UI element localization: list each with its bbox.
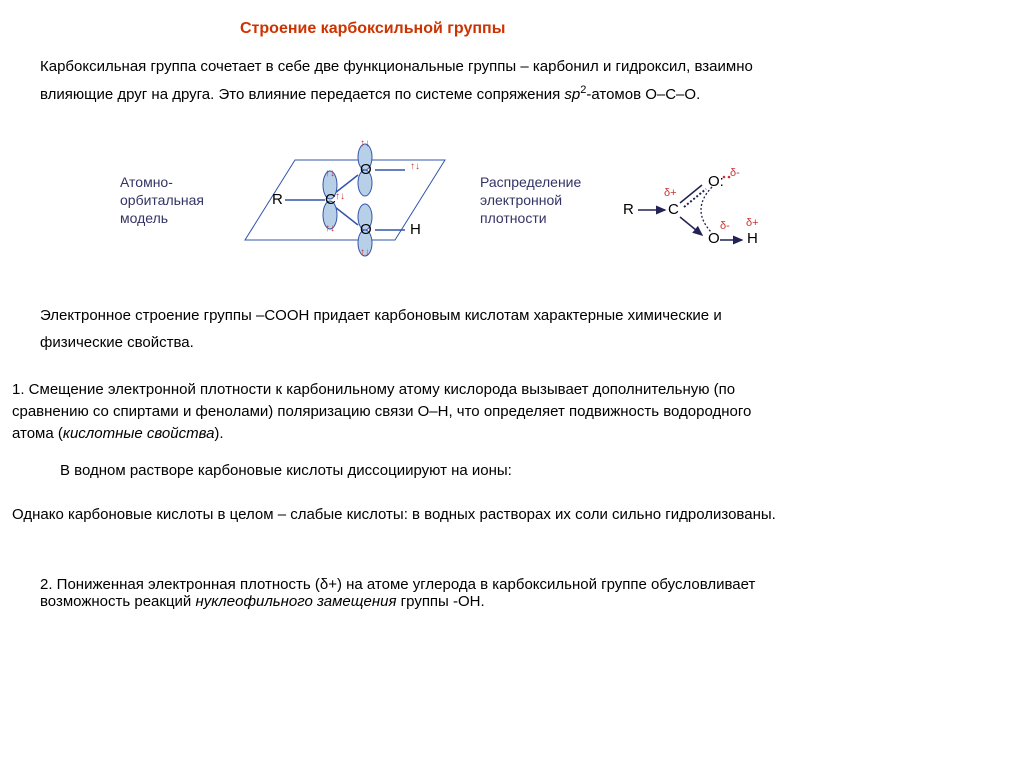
intro-line2: влияющие друг на друга. Это влияние пере…	[40, 83, 1014, 105]
point1-l2: сравнению со спиртами и фенолами) поляри…	[12, 401, 1014, 423]
orbital-diagram: R C O O H ↑↓ ↑↓ ↑↓ ↑↓ ↑↓ ↑↓	[240, 125, 450, 275]
bond-co2	[335, 207, 358, 225]
point1-l3: атома (кислотные свойства).	[12, 423, 1014, 445]
intro-text-a: влияющие друг на друга. Это влияние пере…	[40, 86, 564, 103]
spin-4: ↑↓	[335, 191, 345, 202]
d-o1: O:	[708, 173, 724, 190]
atom-o1: O	[360, 161, 372, 178]
page-title: Строение карбоксильной группы	[240, 20, 1014, 38]
point2-l2a: возможность реакций	[40, 593, 195, 610]
density-label-l3: плотности	[480, 209, 600, 227]
intro-line1: Карбоксильная группа сочетает в себе две…	[40, 56, 1014, 77]
point1-l1: 1. Смещение электронной плотности к карб…	[12, 379, 1014, 401]
diagram-row: Атомно- орбитальная модель R C O O H ↑↓ …	[10, 125, 1014, 275]
density-label-l2: электронной	[480, 191, 600, 209]
weak-text: Однако карбоновые кислоты в целом – слаб…	[12, 504, 1014, 526]
point2-l2c: группы -OH.	[397, 593, 485, 610]
para2-l1: Электронное строение группы –COOH придае…	[40, 305, 1014, 326]
orbital-label: Атомно- орбитальная модель	[120, 173, 230, 228]
spin-2: ↑↓	[360, 138, 370, 149]
atom-r: R	[272, 191, 283, 208]
intro-text-d: -атомов O–C–O.	[586, 86, 700, 103]
dbond-co1b	[684, 189, 706, 207]
density-diagram: R C O: O H δ+ δ- δ- δ+	[620, 165, 770, 255]
atom-o2: O	[360, 221, 372, 238]
spin-6: ↑↓	[360, 247, 370, 258]
point1-l3b: кислотные свойства	[63, 425, 215, 442]
point2-l1: 2. Пониженная электронная плотность (δ+)…	[40, 576, 1014, 593]
orbital-label-l1: Атомно-	[120, 173, 230, 191]
dm1: δ-	[730, 167, 740, 179]
orbital-label-l2: орбитальная	[120, 191, 230, 209]
dbond-co2	[680, 217, 702, 235]
spin-1: ↑↓	[325, 168, 335, 179]
dp1: δ+	[664, 187, 677, 199]
point1-l3c: ).	[214, 425, 223, 442]
density-label-l1: Распределение	[480, 173, 600, 191]
atom-h: H	[410, 221, 421, 238]
point1-l3a: атома (	[12, 425, 63, 442]
point2-l2b: нуклеофильного замещения	[195, 593, 396, 610]
d-r: R	[623, 201, 634, 218]
sp-text: sp	[564, 86, 580, 103]
dp2: δ+	[746, 217, 759, 229]
dm2: δ-	[720, 220, 730, 232]
spin-3: ↑↓	[410, 161, 420, 172]
d-c: C	[668, 201, 679, 218]
conjugation-arc	[701, 187, 712, 233]
dissoc-text: В водном растворе карбоновые кислоты дис…	[60, 462, 1014, 479]
density-label: Распределение электронной плотности	[480, 173, 600, 228]
d-h: H	[747, 230, 758, 247]
para2-l2: физические свойства.	[40, 332, 1014, 353]
orbital-label-l3: модель	[120, 209, 230, 227]
point2-l2: возможность реакций нуклеофильного замещ…	[40, 593, 1014, 610]
spin-5: ↑↓	[325, 223, 335, 234]
d-o2: O	[708, 230, 720, 247]
